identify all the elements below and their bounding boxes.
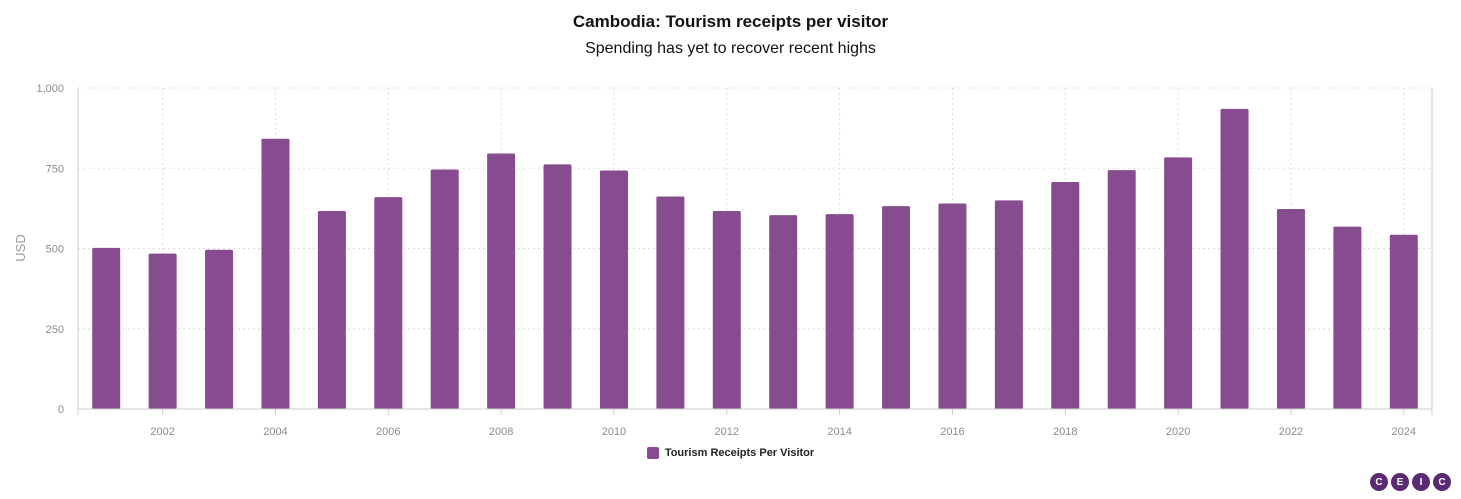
x-tick-label: 2014	[827, 426, 851, 438]
chart-title: Cambodia: Tourism receipts per visitor	[572, 12, 889, 31]
bar-2007[interactable]	[430, 169, 459, 409]
bar-2015[interactable]	[882, 206, 911, 409]
x-tick-label: 2022	[1279, 426, 1303, 438]
chart-subtitle: Spending has yet to recover recent highs	[585, 40, 876, 57]
x-tick-label: 2008	[489, 426, 513, 438]
y-tick-label: 750	[46, 163, 64, 175]
bar-2019[interactable]	[1107, 170, 1136, 409]
bar-2020[interactable]	[1164, 157, 1193, 409]
x-tick-label: 2020	[1166, 426, 1190, 438]
bar-2021[interactable]	[1220, 108, 1249, 410]
bar-2002[interactable]	[148, 253, 177, 409]
axes	[77, 88, 1433, 415]
x-tick-label: 2018	[1053, 426, 1077, 438]
bar-2010[interactable]	[599, 170, 628, 409]
y-axis-label: USD	[13, 234, 28, 261]
x-tick-label: 2024	[1392, 426, 1416, 438]
legend[interactable]: Tourism Receipts Per Visitor	[0, 447, 1461, 459]
bar-2022[interactable]	[1276, 209, 1305, 409]
bars	[92, 108, 1418, 410]
bar-2014[interactable]	[825, 214, 854, 409]
bar-2017[interactable]	[994, 200, 1023, 409]
x-tick-label: 2016	[940, 426, 964, 438]
x-axis-ticks: 2002 2004 2006 2008 2010 2012 2014 2016 2018 2020…	[150, 426, 1416, 438]
legend-label: Tourism Receipts Per Visitor	[664, 447, 815, 459]
x-tick-label: 2004	[263, 426, 287, 438]
ceic-logo: C E I C	[1367, 473, 1451, 491]
x-tick-label: 2010	[602, 426, 626, 438]
bar-2005[interactable]	[317, 210, 346, 409]
y-axis-ticks: 0 250 500 750 1,000	[36, 83, 64, 416]
bar-2013[interactable]	[769, 215, 798, 409]
bar-2009[interactable]	[543, 164, 572, 409]
y-tick-label: 0	[58, 404, 64, 416]
logo-letter: E	[1391, 473, 1409, 491]
bar-2004[interactable]	[261, 138, 290, 409]
bar-2012[interactable]	[712, 210, 741, 409]
bar-2003[interactable]	[205, 249, 234, 409]
y-tick-label: 500	[46, 244, 64, 256]
bar-2011[interactable]	[656, 196, 685, 409]
legend-swatch	[646, 447, 659, 459]
logo-letter: C	[1370, 473, 1388, 491]
x-tick-label: 2002	[150, 426, 174, 438]
x-tick-label: 2012	[715, 426, 739, 438]
bar-2006[interactable]	[374, 197, 403, 409]
bar-2016[interactable]	[938, 203, 967, 409]
y-tick-label: 1,000	[36, 83, 64, 95]
y-tick-label: 250	[46, 324, 64, 336]
bar-2023[interactable]	[1333, 226, 1362, 409]
bar-2018[interactable]	[1051, 182, 1080, 409]
logo-letter: I	[1412, 473, 1430, 491]
x-tick-label: 2006	[376, 426, 400, 438]
logo-letter: C	[1433, 473, 1451, 491]
bar-2008[interactable]	[487, 153, 516, 409]
bar-2024[interactable]	[1389, 234, 1418, 409]
bar-2001[interactable]	[92, 247, 121, 409]
